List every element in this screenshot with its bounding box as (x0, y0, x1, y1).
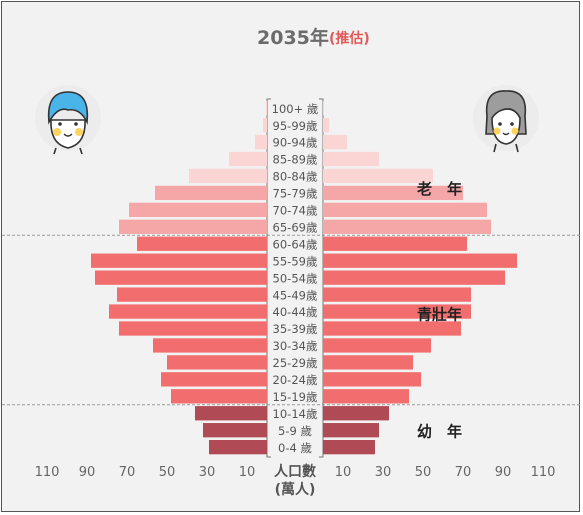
age-group-label: 25-29歲 (273, 356, 318, 370)
bar-right (323, 440, 375, 455)
age-group-label: 15-19歲 (273, 390, 318, 404)
x-tick-label-left: 30 (199, 465, 216, 480)
bar-right (323, 101, 324, 116)
bar-left (119, 219, 267, 234)
age-group-label: 10-14歲 (273, 407, 318, 421)
age-group-label: 40-44歲 (273, 305, 318, 319)
grandmother-avatar-icon (473, 85, 539, 153)
bar-left (189, 168, 267, 184)
age-group-label: 35-39歲 (273, 322, 318, 336)
bar-right (323, 134, 347, 150)
bar-left (155, 185, 267, 201)
chart-subtitle: (推估) (329, 30, 370, 47)
x-tick-label-left: 70 (119, 465, 136, 480)
age-group-label: 20-24歲 (273, 373, 318, 387)
bar-right (323, 202, 487, 217)
age-group-label: 60-64歲 (273, 237, 318, 251)
bar-right (323, 151, 379, 167)
bar-right (323, 253, 517, 268)
x-tick-label-left: 90 (79, 465, 96, 480)
age-group-label: 65-69歲 (273, 220, 318, 234)
x-tick-label-right: 50 (415, 465, 432, 480)
x-tick-label-right: 90 (495, 465, 512, 480)
age-group-label: 0-4 歲 (278, 441, 312, 455)
bar-left (91, 253, 267, 268)
bar-left (129, 202, 267, 217)
bar-left (117, 287, 267, 302)
bar-left (161, 372, 267, 387)
age-group-label: 95-99歲 (273, 119, 318, 133)
bar-right (323, 219, 491, 234)
age-group-label: 80-84歲 (273, 170, 318, 184)
bar-left (167, 355, 267, 370)
bar-left (119, 321, 267, 336)
age-bracket-label: 老 年 (416, 180, 462, 198)
bar-left (229, 151, 267, 167)
bar-left (266, 101, 267, 116)
age-group-label: 100+ 歲 (272, 102, 319, 116)
bar-right (323, 236, 467, 251)
bar-left (171, 389, 267, 404)
bar-left (195, 406, 267, 421)
bar-right (323, 287, 471, 302)
x-tick-label-right: 30 (375, 465, 392, 480)
x-tick-label-left: 10 (239, 465, 256, 480)
bar-left (209, 440, 267, 455)
x-tick-label-right: 70 (455, 465, 472, 480)
age-bracket-label: 幼 年 (417, 423, 462, 441)
age-group-label: 70-74歲 (273, 204, 318, 218)
bar-left (263, 117, 267, 133)
x-tick-label-left: 110 (35, 465, 60, 480)
bar-left (203, 423, 267, 438)
age-group-label: 45-49歲 (273, 288, 318, 302)
x-tick-label-right: 10 (335, 465, 352, 480)
bar-right (323, 389, 409, 404)
bar-left (95, 270, 267, 285)
bar-right (323, 355, 413, 370)
age-group-label: 55-59歲 (273, 254, 318, 268)
age-group-label: 5-9 歲 (278, 424, 312, 438)
chart-title: 2035年 (257, 26, 329, 49)
age-group-label: 85-89歲 (273, 153, 318, 167)
bar-left (137, 236, 267, 251)
bar-left (109, 304, 267, 319)
age-bracket-label: 青壯年 (417, 306, 462, 324)
age-group-label: 90-94歲 (273, 136, 318, 150)
bar-right (323, 321, 461, 336)
x-tick-label-right: 110 (531, 465, 556, 480)
x-tick-label-left: 50 (159, 465, 176, 480)
bar-right (323, 168, 433, 184)
center-bracket-left (266, 98, 271, 458)
bar-right (323, 185, 463, 201)
bar-right (323, 372, 421, 387)
age-group-label: 30-34歲 (273, 339, 318, 353)
bar-left (255, 134, 267, 150)
bar-right (323, 117, 329, 133)
axis-unit-label: (萬人) (275, 481, 316, 498)
bar-right (323, 406, 389, 421)
axis-center-label: 人口數 (274, 463, 316, 480)
bar-right (323, 338, 431, 353)
center-bracket-right (319, 98, 324, 458)
age-group-label: 75-79歲 (273, 187, 318, 201)
bar-right (323, 270, 505, 285)
bar-left (153, 338, 267, 353)
bar-right (323, 304, 471, 319)
bar-right (323, 423, 379, 438)
boy-avatar-icon (35, 85, 101, 155)
age-group-label: 50-54歲 (273, 271, 318, 285)
